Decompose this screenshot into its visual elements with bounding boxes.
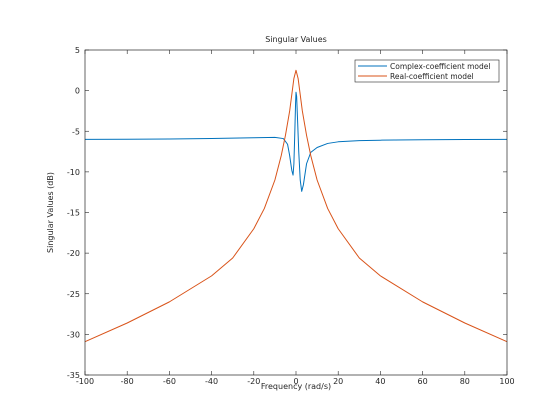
x-tick-label: 100 — [499, 377, 514, 386]
y-tick-label: 5 — [75, 46, 80, 55]
y-tick-label: -25 — [67, 290, 80, 299]
x-tick-label: -100 — [76, 377, 94, 386]
legend-label-real: Real-coefficient model — [390, 72, 474, 81]
y-tick-label: -10 — [67, 168, 80, 177]
x-tick-label: 0 — [293, 377, 298, 386]
chart-title: Singular Values — [265, 35, 327, 44]
legend: Complex-coefficient model Real-coefficie… — [354, 59, 500, 83]
series-layer — [84, 69, 508, 343]
x-tick-label: 40 — [375, 377, 385, 386]
x-tick-label: 60 — [418, 377, 428, 386]
y-tick-label: 0 — [75, 87, 80, 96]
legend-box — [354, 59, 500, 83]
axes-layer: -100 -80 -60 -40 -20 0 20 40 60 80 100-35-30-25-20… — [67, 46, 515, 386]
x-tick-label: -20 — [247, 377, 260, 386]
y-axis-label: Singular Values (dB) — [46, 172, 55, 253]
x-tick-label: -80 — [121, 377, 134, 386]
x-tick-label: -40 — [205, 377, 218, 386]
y-tick-label: -35 — [67, 371, 80, 380]
x-tick-label: -60 — [163, 377, 176, 386]
series-line-real — [84, 69, 508, 343]
x-axis-label: Frequency (rad/s) — [261, 382, 331, 391]
legend-label-complex: Complex-coefficient model — [390, 62, 490, 71]
x-tick-label: 20 — [333, 377, 343, 386]
y-tick-label: -20 — [67, 249, 80, 258]
y-tick-label: -5 — [72, 127, 80, 136]
y-tick-label: -30 — [67, 330, 80, 339]
series-line-complex — [84, 91, 508, 192]
x-tick-label: 80 — [460, 377, 470, 386]
y-tick-label: -15 — [67, 209, 80, 218]
